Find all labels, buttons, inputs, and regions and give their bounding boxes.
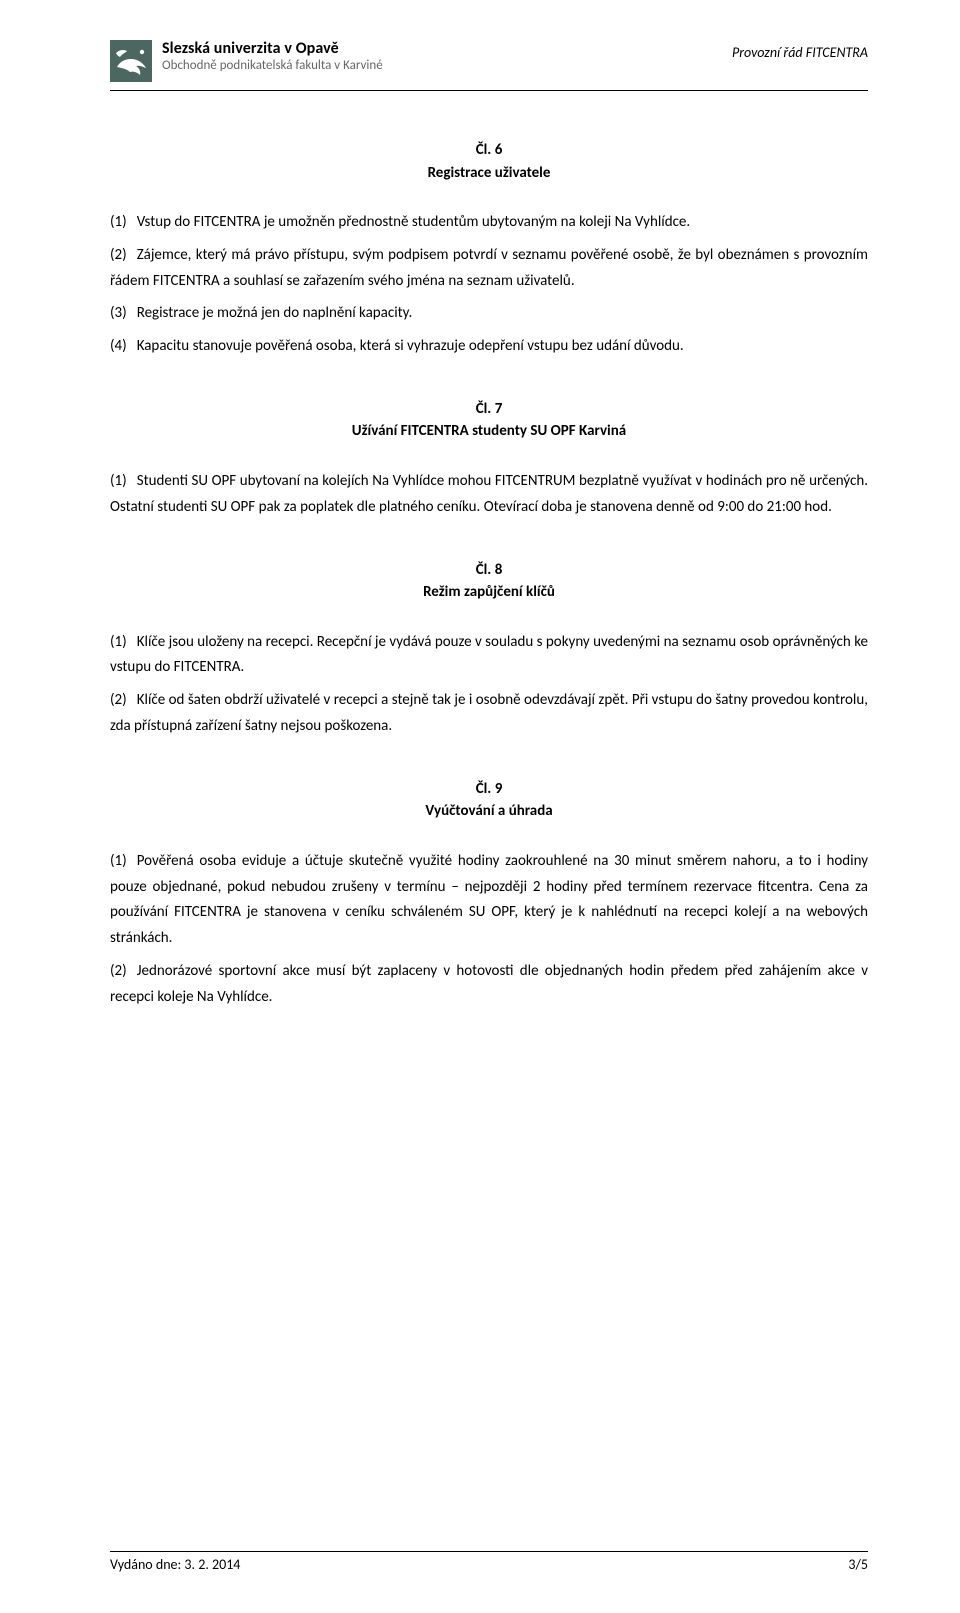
article-number: Čl. 8 [110,559,868,582]
paragraph: (1)Klíče jsou uloženy na recepci. Recepč… [110,630,868,682]
article-title: Režim zapůjčení klíčů [110,581,868,604]
article-heading: Čl. 6Registrace uživatele [110,139,868,184]
paragraph-number: (1) [110,472,137,490]
paragraph-text: Pověřená osoba eviduje a účtuje skutečně… [110,852,868,947]
header-left: Slezská univerzita v Opavě Obchodně podn… [110,40,383,82]
paragraph-text: Vstup do FITCENTRA je umožněn přednostně… [137,213,690,231]
article-heading: Čl. 8Režim zapůjčení klíčů [110,559,868,604]
footer-issued-date: Vydáno dne: 3. 2. 2014 [110,1556,240,1573]
paragraph-text: Zájemce, který má právo přístupu, svým p… [110,246,868,290]
paragraph: (1)Pověřená osoba eviduje a účtuje skute… [110,849,868,952]
paragraph-number: (3) [110,304,137,322]
paragraph-text: Klíče jsou uloženy na recepci. Recepční … [110,633,868,677]
university-logo-icon [110,40,152,82]
article: Čl. 7Užívání FITCENTRA studenty SU OPF K… [110,398,868,521]
article-title: Vyúčtování a úhrada [110,800,868,823]
faculty-name: Obchodně podnikatelská fakulta v Karviné [162,58,383,74]
paragraph-text: Jednorázové sportovní akce musí být zapl… [110,962,868,1006]
articles-container: Čl. 6Registrace uživatele(1)Vstup do FIT… [110,139,868,1011]
document-title: Provozní řád FITCENTRA [732,40,868,61]
article-number: Čl. 6 [110,139,868,162]
article-heading: Čl. 9Vyúčtování a úhrada [110,778,868,823]
paragraph: (4)Kapacitu stanovuje pověřená osoba, kt… [110,334,868,360]
paragraph: (3)Registrace je možná jen do naplnění k… [110,301,868,327]
paragraph: (1)Studenti SU OPF ubytovaní na kolejích… [110,469,868,521]
institution-name: Slezská univerzita v Opavě [162,40,383,58]
paragraph-number: (4) [110,337,137,355]
paragraph-text: Studenti SU OPF ubytovaní na kolejích Na… [110,472,868,516]
paragraph: (2)Zájemce, který má právo přístupu, svý… [110,243,868,295]
article: Čl. 9Vyúčtování a úhrada (1)Pověřená osob… [110,778,868,1011]
paragraph-number: (2) [110,691,137,709]
page-header: Slezská univerzita v Opavě Obchodně podn… [110,40,868,91]
paragraph-number: (2) [110,962,137,980]
article-title: Užívání FITCENTRA studenty SU OPF Karvin… [110,420,868,443]
paragraph-number: (1) [110,213,137,231]
paragraph-text: Klíče od šaten obdrží uživatelé v recepc… [110,691,868,735]
paragraph: (1)Vstup do FITCENTRA je umožněn přednos… [110,210,868,236]
article-number: Čl. 7 [110,398,868,421]
article-heading: Čl. 7Užívání FITCENTRA studenty SU OPF K… [110,398,868,443]
document-page: Slezská univerzita v Opavě Obchodně podn… [0,0,960,1613]
article: Čl. 6Registrace uživatele (1)Vstup do FIT… [110,139,868,360]
paragraph: (2)Klíče od šaten obdrží uživatelé v rec… [110,688,868,740]
footer-page-number: 3/5 [848,1556,868,1573]
paragraph: (2)Jednorázové sportovní akce musí být z… [110,959,868,1011]
institution-text: Slezská univerzita v Opavě Obchodně podn… [162,40,383,75]
paragraph-text: Kapacitu stanovuje pověřená osoba, která… [137,337,684,355]
paragraph-text: Registrace je možná jen do naplnění kapa… [137,304,413,322]
paragraph-number: (1) [110,852,137,870]
article-title: Registrace uživatele [110,162,868,185]
article-number: Čl. 9 [110,778,868,801]
paragraph-number: (1) [110,633,137,651]
article: Čl. 8Režim zapůjčení klíčů (1)Klíče jsou … [110,559,868,740]
page-footer: Vydáno dne: 3. 2. 2014 3/5 [110,1551,868,1573]
paragraph-number: (2) [110,246,137,264]
